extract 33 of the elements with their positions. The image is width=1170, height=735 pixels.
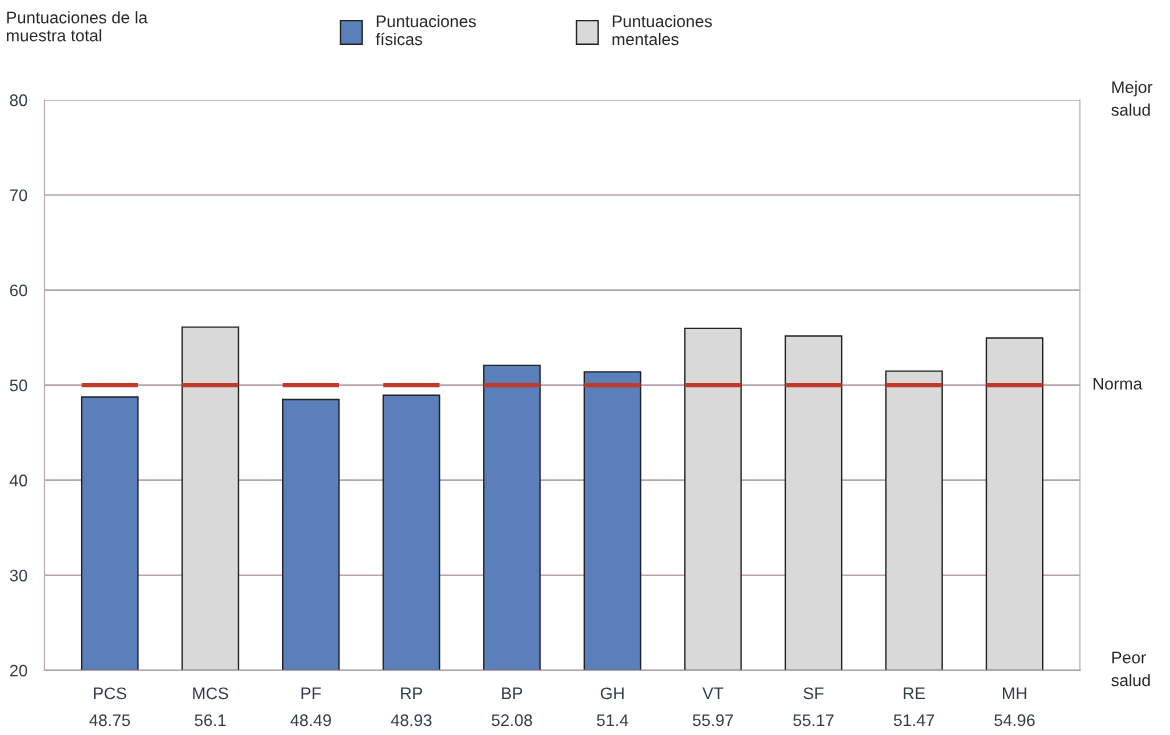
x-tick-label: GH xyxy=(600,687,624,700)
data-label: 54.96 xyxy=(994,714,1035,727)
data-label: 48.75 xyxy=(89,714,130,727)
text: Peor salud xyxy=(1111,651,1150,687)
chart-title: Puntuaciones de la muestra total xyxy=(6,11,148,42)
legend-label: Puntuaciones físicas xyxy=(375,15,476,46)
data-label: 55.97 xyxy=(692,714,733,727)
y-tick-label: 80 xyxy=(9,94,28,107)
y-tick-label: 40 xyxy=(9,474,28,487)
data-label: 55.17 xyxy=(793,714,834,727)
y-tick-label: 70 xyxy=(10,189,28,202)
data-label: 48.49 xyxy=(290,714,331,727)
x-tick-label: RP xyxy=(401,687,423,700)
y-tick-label: 60 xyxy=(10,284,28,297)
data-label: 48.93 xyxy=(390,714,432,727)
legend-label: Puntuaciones mentales xyxy=(612,15,712,46)
y-tick-label: 30 xyxy=(9,569,28,582)
x-tick-label: PF xyxy=(301,687,321,700)
data-label: 52.08 xyxy=(491,714,533,727)
y-tick-label: 20 xyxy=(10,664,28,677)
x-tick-label: RE xyxy=(903,687,925,700)
x-tick-label: BP xyxy=(502,687,523,700)
data-label: 51.47 xyxy=(893,714,935,727)
x-tick-label: MCS xyxy=(193,687,229,700)
ref-line-label: Norma xyxy=(1093,377,1143,390)
text: Mejor salud xyxy=(1111,80,1153,116)
x-tick-label: SF xyxy=(803,687,824,700)
y-tick-label: 50 xyxy=(9,379,28,392)
data-label: 56.1 xyxy=(194,714,226,727)
data-label: 51.4 xyxy=(596,714,629,727)
x-tick-label: VT xyxy=(702,687,724,700)
x-tick-label: PCS xyxy=(94,687,127,700)
x-tick-label: MH xyxy=(1002,687,1027,700)
